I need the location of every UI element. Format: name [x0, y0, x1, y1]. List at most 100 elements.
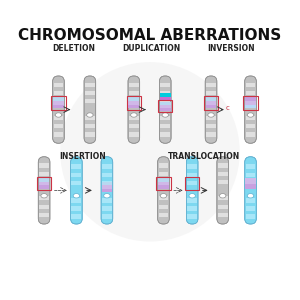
- FancyBboxPatch shape: [246, 99, 256, 103]
- Bar: [128, 101, 139, 105]
- Text: INVERSION: INVERSION: [207, 44, 255, 53]
- FancyBboxPatch shape: [206, 83, 216, 87]
- FancyBboxPatch shape: [206, 133, 216, 136]
- FancyBboxPatch shape: [187, 181, 197, 185]
- Bar: [245, 184, 256, 189]
- FancyBboxPatch shape: [128, 76, 140, 143]
- Bar: [206, 98, 216, 101]
- Bar: [37, 177, 51, 190]
- Bar: [160, 94, 171, 97]
- FancyBboxPatch shape: [71, 206, 81, 211]
- FancyBboxPatch shape: [52, 76, 64, 143]
- FancyBboxPatch shape: [187, 214, 197, 219]
- FancyBboxPatch shape: [246, 172, 256, 177]
- FancyBboxPatch shape: [39, 213, 49, 217]
- FancyBboxPatch shape: [205, 76, 217, 143]
- Bar: [245, 98, 256, 101]
- FancyBboxPatch shape: [245, 157, 256, 224]
- Ellipse shape: [247, 194, 254, 198]
- FancyBboxPatch shape: [159, 76, 171, 143]
- FancyBboxPatch shape: [129, 133, 139, 136]
- Text: c: c: [226, 105, 230, 111]
- FancyBboxPatch shape: [71, 198, 81, 202]
- FancyBboxPatch shape: [85, 91, 95, 95]
- Bar: [101, 185, 112, 189]
- FancyBboxPatch shape: [160, 91, 170, 95]
- Ellipse shape: [130, 113, 137, 117]
- Text: CHROMOSOMAL ABERRATIONS: CHROMOSOMAL ABERRATIONS: [18, 28, 282, 43]
- FancyBboxPatch shape: [218, 180, 228, 184]
- FancyBboxPatch shape: [102, 198, 112, 202]
- FancyBboxPatch shape: [39, 164, 49, 167]
- FancyBboxPatch shape: [71, 172, 81, 177]
- Bar: [158, 185, 169, 189]
- FancyBboxPatch shape: [85, 116, 95, 120]
- Ellipse shape: [189, 194, 195, 198]
- FancyBboxPatch shape: [246, 124, 256, 128]
- Bar: [245, 178, 256, 184]
- FancyBboxPatch shape: [53, 116, 63, 120]
- Bar: [160, 101, 171, 105]
- Bar: [160, 105, 171, 108]
- Bar: [158, 178, 169, 182]
- Bar: [185, 177, 200, 190]
- FancyBboxPatch shape: [102, 172, 112, 177]
- FancyBboxPatch shape: [218, 172, 228, 176]
- FancyBboxPatch shape: [246, 133, 256, 136]
- Ellipse shape: [247, 113, 254, 117]
- FancyBboxPatch shape: [246, 198, 256, 202]
- FancyBboxPatch shape: [71, 181, 81, 185]
- Ellipse shape: [41, 194, 47, 198]
- Ellipse shape: [73, 194, 80, 198]
- Ellipse shape: [220, 194, 226, 198]
- Bar: [204, 96, 218, 110]
- Ellipse shape: [55, 113, 62, 117]
- FancyBboxPatch shape: [85, 124, 95, 128]
- FancyBboxPatch shape: [129, 99, 139, 103]
- Bar: [158, 182, 169, 185]
- FancyBboxPatch shape: [129, 91, 139, 95]
- FancyBboxPatch shape: [158, 157, 169, 224]
- Bar: [51, 96, 66, 110]
- Bar: [206, 105, 216, 108]
- Bar: [160, 97, 171, 101]
- Bar: [160, 108, 171, 111]
- Ellipse shape: [87, 113, 93, 117]
- Bar: [53, 101, 64, 105]
- Ellipse shape: [162, 113, 169, 117]
- Bar: [39, 178, 50, 182]
- FancyBboxPatch shape: [129, 124, 139, 128]
- Ellipse shape: [208, 113, 214, 117]
- FancyBboxPatch shape: [187, 172, 197, 177]
- Bar: [206, 101, 216, 105]
- Bar: [128, 98, 139, 101]
- Ellipse shape: [160, 194, 167, 198]
- FancyBboxPatch shape: [206, 99, 216, 103]
- FancyBboxPatch shape: [158, 164, 168, 167]
- FancyBboxPatch shape: [158, 213, 168, 217]
- FancyBboxPatch shape: [158, 196, 168, 200]
- FancyBboxPatch shape: [246, 91, 256, 95]
- FancyBboxPatch shape: [38, 157, 50, 224]
- FancyBboxPatch shape: [85, 133, 95, 136]
- FancyBboxPatch shape: [160, 99, 170, 103]
- FancyBboxPatch shape: [246, 164, 256, 169]
- FancyBboxPatch shape: [217, 157, 229, 224]
- FancyBboxPatch shape: [102, 206, 112, 211]
- Bar: [53, 105, 64, 108]
- Bar: [39, 182, 50, 185]
- Text: DUPLICATION: DUPLICATION: [123, 44, 181, 53]
- FancyBboxPatch shape: [53, 99, 63, 103]
- Bar: [101, 182, 112, 185]
- FancyBboxPatch shape: [160, 124, 170, 128]
- FancyBboxPatch shape: [102, 181, 112, 185]
- FancyBboxPatch shape: [39, 205, 49, 209]
- FancyBboxPatch shape: [218, 205, 228, 209]
- FancyBboxPatch shape: [187, 164, 197, 169]
- FancyBboxPatch shape: [70, 157, 82, 224]
- FancyBboxPatch shape: [158, 172, 168, 176]
- FancyBboxPatch shape: [186, 157, 198, 224]
- FancyBboxPatch shape: [160, 116, 170, 120]
- Bar: [53, 98, 64, 101]
- FancyBboxPatch shape: [85, 99, 95, 103]
